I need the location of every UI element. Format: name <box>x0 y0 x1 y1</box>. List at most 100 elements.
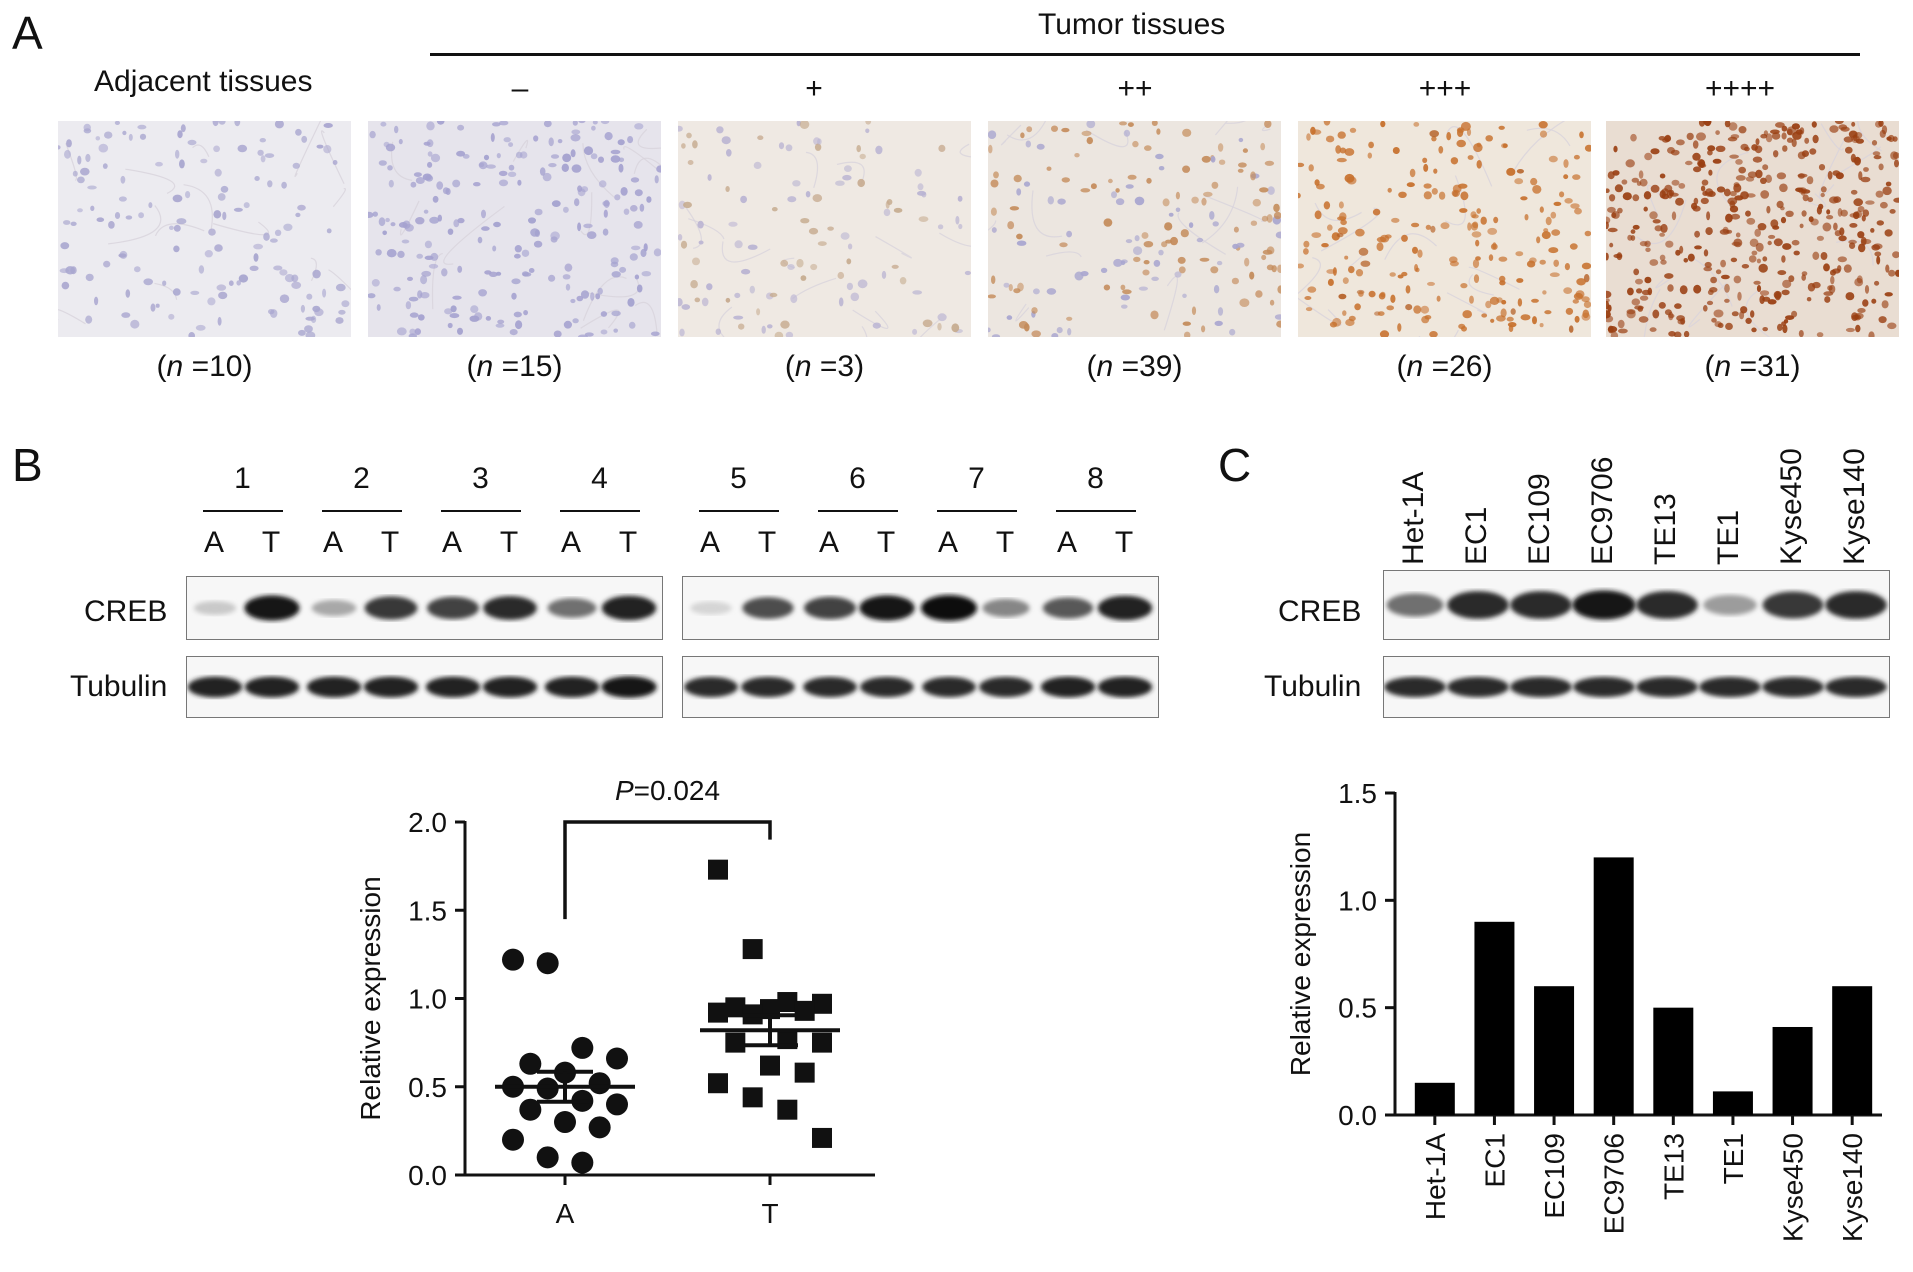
cell-nucleus <box>1132 140 1139 148</box>
cell-nucleus <box>425 175 434 182</box>
cell-nucleus <box>1609 242 1614 248</box>
cell-nucleus <box>872 322 881 329</box>
cell-nucleus <box>1729 154 1739 159</box>
ihc-image-grade-neg <box>368 121 661 337</box>
cell-nucleus <box>1617 207 1623 214</box>
cell-nucleus <box>1242 148 1248 153</box>
data-point-circle <box>606 1093 628 1116</box>
blot-band <box>1699 676 1761 698</box>
cell-nucleus <box>1660 259 1667 265</box>
cell-nucleus <box>1013 174 1022 183</box>
cell-nucleus <box>1379 330 1390 337</box>
creb-row-label: CREB <box>84 595 168 628</box>
cell-nucleus <box>1298 192 1301 199</box>
data-point-square <box>794 1000 815 1021</box>
cell-nucleus <box>785 331 794 337</box>
cell-nucleus <box>1517 298 1523 307</box>
cell-nucleus <box>1721 274 1730 280</box>
cell-line-label: EC9706 <box>1586 456 1619 565</box>
tissue-fiber <box>1045 251 1082 258</box>
cell-nucleus <box>1061 177 1070 183</box>
cell-nucleus <box>441 268 448 277</box>
cell-nucleus <box>1664 309 1672 316</box>
cell-nucleus <box>253 253 259 262</box>
cell-nucleus <box>1168 212 1174 217</box>
blot-band <box>193 601 237 615</box>
cell-nucleus <box>1572 174 1581 180</box>
blot-band <box>1636 676 1698 698</box>
cell-nucleus <box>1856 275 1863 284</box>
cell-nucleus <box>1506 316 1514 322</box>
cell-nucleus <box>1120 294 1130 301</box>
cell-nucleus <box>508 142 514 147</box>
tissue-fiber <box>959 143 971 158</box>
cell-nucleus <box>1664 273 1674 279</box>
cell-nucleus <box>1744 146 1750 152</box>
cell-nucleus <box>1797 151 1806 160</box>
cell-nucleus <box>805 191 811 198</box>
cell-nucleus <box>414 328 421 335</box>
cell-nucleus <box>1471 231 1482 238</box>
cell-nucleus <box>66 139 72 148</box>
tissue-fiber <box>328 269 351 291</box>
cell-nucleus <box>222 211 227 221</box>
cell-nucleus <box>1336 157 1347 163</box>
cell-nucleus <box>270 238 278 243</box>
cell-nucleus <box>1630 133 1637 142</box>
cell-nucleus <box>1818 164 1826 171</box>
cell-nucleus <box>408 296 419 302</box>
tissue-fiber <box>582 276 627 321</box>
cell-nucleus <box>1783 319 1789 324</box>
bar <box>1474 921 1515 1115</box>
cell-nucleus <box>481 226 490 231</box>
cell-nucleus <box>1498 125 1505 130</box>
cell-nucleus <box>301 135 308 143</box>
cell-nucleus <box>1380 121 1386 128</box>
cell-nucleus <box>698 240 704 245</box>
tissue-fiber <box>1214 121 1228 136</box>
cell-nucleus <box>401 239 410 244</box>
cell-nucleus <box>1238 162 1247 168</box>
cell-nucleus <box>613 328 618 333</box>
cell-nucleus <box>1746 193 1756 198</box>
cell-nucleus <box>1780 216 1787 224</box>
cell-nucleus <box>1584 144 1591 152</box>
cell-nucleus <box>1506 167 1516 176</box>
cell-nucleus <box>1298 263 1304 269</box>
cell-nucleus <box>214 168 222 177</box>
cell-nucleus <box>1277 264 1281 273</box>
cell-nucleus <box>1733 275 1742 284</box>
cell-nucleus <box>617 139 625 146</box>
tissue-fiber <box>1807 193 1826 208</box>
cell-nucleus <box>646 196 652 203</box>
cell-nucleus <box>653 248 661 257</box>
cell-nucleus <box>122 130 127 136</box>
sample-underline <box>817 510 898 512</box>
cell-nucleus <box>1621 179 1628 185</box>
cell-nucleus <box>707 174 712 181</box>
data-point-square <box>794 1062 815 1083</box>
blot-band <box>1762 676 1824 698</box>
cell-nucleus <box>1812 281 1821 289</box>
cell-nucleus <box>1425 224 1432 230</box>
cell-nucleus <box>1700 185 1706 192</box>
cell-nucleus <box>1708 169 1713 176</box>
cell-nucleus <box>1066 316 1073 321</box>
cell-nucleus <box>1100 267 1108 273</box>
lane-label: A <box>937 526 958 559</box>
cell-nucleus <box>1213 285 1220 294</box>
cell-nucleus <box>1311 232 1322 238</box>
cell-nucleus <box>856 145 861 153</box>
cell-nucleus <box>1423 183 1432 189</box>
cell-nucleus <box>1209 211 1215 220</box>
cell-nucleus <box>1182 128 1192 137</box>
cell-nucleus <box>1429 331 1438 337</box>
cell-nucleus <box>1430 225 1436 233</box>
cell-nucleus <box>1874 251 1882 257</box>
tubulin-row-label: Tubulin <box>70 670 168 703</box>
cell-nucleus <box>774 331 784 337</box>
cell-nucleus <box>1457 128 1464 137</box>
cell-nucleus <box>1550 211 1557 219</box>
cell-nucleus <box>1151 121 1158 126</box>
cell-nucleus <box>1266 214 1273 223</box>
